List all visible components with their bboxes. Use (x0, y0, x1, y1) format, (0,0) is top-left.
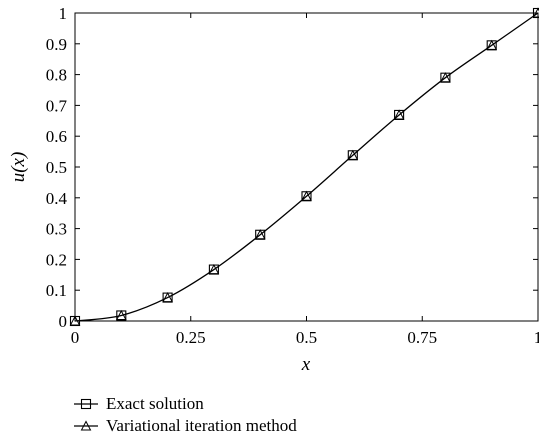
legend-label: Variational iteration method (106, 416, 297, 435)
y-tick-label: 0.4 (46, 189, 68, 208)
x-tick-label: 0.25 (176, 328, 206, 347)
point-triangle (347, 149, 359, 160)
x-tick-label: 1 (534, 328, 539, 347)
legend-marker-triangle (80, 420, 92, 431)
y-tick-label: 0.1 (46, 281, 67, 300)
x-tick-label: 0 (71, 328, 80, 347)
y-tick-label: 0.9 (46, 35, 67, 54)
point-triangle (208, 263, 220, 275)
point-triangle (532, 7, 539, 18)
y-tick-label: 0.2 (46, 250, 67, 269)
legend: Exact solution Variational iteration meth… (74, 394, 297, 435)
point-triangle (115, 309, 127, 321)
point-triangle (301, 190, 312, 201)
plot-frame (74, 12, 539, 322)
series-line-exact-solution (74, 12, 539, 322)
point-triangle (393, 109, 405, 120)
y-tick-label: 0.7 (46, 96, 68, 115)
legend-label: Exact solution (106, 394, 204, 413)
point-triangle (486, 39, 498, 50)
x-axis-title: x (301, 354, 311, 375)
y-tick-label: 0.6 (46, 127, 67, 146)
point-triangle (69, 315, 81, 326)
y-axis-title: u(x) (8, 152, 29, 183)
ticks-layer: 0 0.1 0.2 0.3 0.4 0.5 0.6 0.7 0.8 0.9 1 0 0.25 0.5 0.7… (46, 4, 539, 347)
y-tick-label: 0 (59, 312, 68, 331)
point-triangle (254, 229, 266, 240)
x-tick-label: 0.75 (407, 328, 437, 347)
y-tick-label: 1 (59, 4, 68, 23)
point-triangle (162, 292, 173, 303)
x-tick-label: 0.5 (296, 328, 317, 347)
legend-marker-square (80, 398, 92, 410)
y-tick-label: 0.3 (46, 220, 67, 239)
y-tick-label: 0.5 (46, 158, 67, 177)
point-triangle (440, 72, 451, 83)
y-tick-label: 0.8 (46, 66, 67, 85)
series-layer (69, 7, 539, 327)
